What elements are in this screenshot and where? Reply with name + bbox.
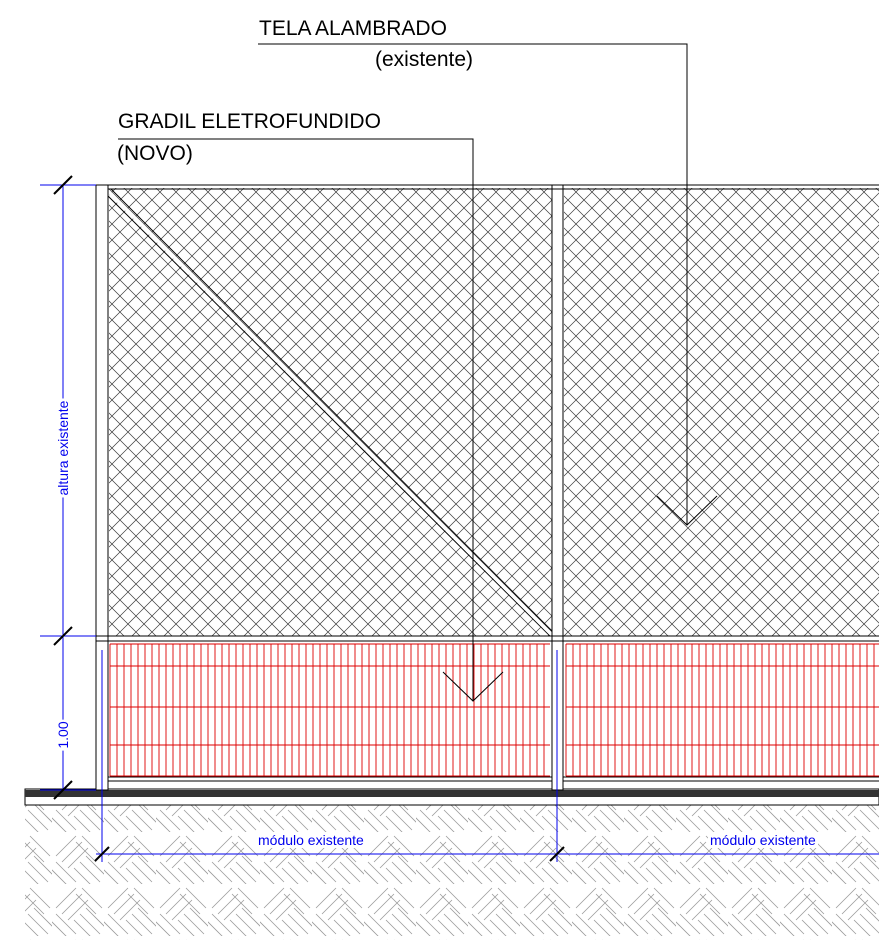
ground-soil	[25, 805, 879, 940]
diagonal-brace	[105, 193, 551, 637]
diagonal-brace-inner	[110, 188, 554, 633]
diagonal-brace-white	[106, 189, 553, 636]
ground-slab-fill	[25, 790, 879, 797]
leader-gradil	[118, 138, 474, 701]
dimension-tick-bottom	[53, 780, 73, 800]
dimension-label-height-1-00: 1.00	[55, 719, 71, 751]
dimension-tick-top	[53, 175, 73, 195]
rail-mesh-panel-left	[109, 643, 550, 777]
leader-tela-arrow	[656, 495, 718, 526]
dimension-tick-left	[94, 846, 110, 862]
rail-mesh-panel-right	[565, 643, 879, 777]
label-gradil-novo: (NOVO)	[117, 142, 193, 165]
label-tela-existente: (existente)	[375, 48, 474, 71]
dimension-tick-middle	[549, 846, 565, 862]
dimension-tick-mid	[53, 626, 73, 646]
label-gradil-eletrofundido: GRADIL ELETROFUNDIDO	[118, 110, 381, 133]
dimension-label-altura-existente: altura existente	[55, 398, 71, 498]
chainlink-panel-right	[564, 188, 879, 636]
leader-gradil-arrow	[442, 671, 504, 702]
dimension-label-modulo-right: módulo existente	[708, 832, 818, 848]
leader-tela	[258, 43, 688, 525]
label-tela-alambrado: TELA ALAMBRADO	[259, 17, 447, 40]
dimension-label-modulo-left: módulo existente	[256, 832, 366, 848]
